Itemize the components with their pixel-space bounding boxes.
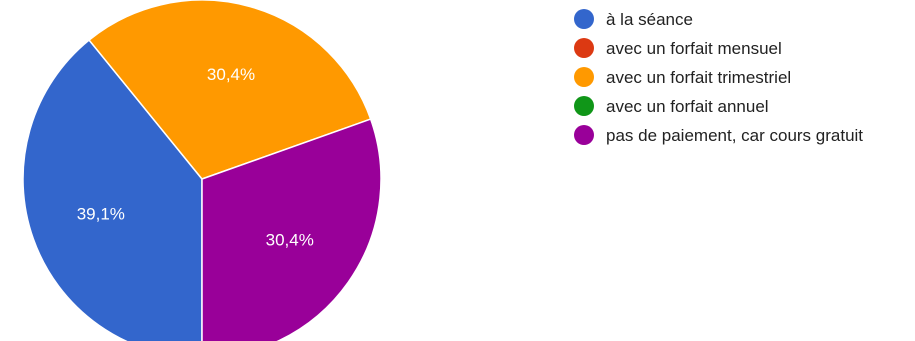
pie-slice-label-0: 39,1% [77,204,125,223]
legend-label: avec un forfait annuel [606,97,769,116]
pie-slice-label-2: 30,4% [207,65,255,84]
pie-slice-4[interactable] [201,118,382,341]
legend-swatch-blue-icon [574,9,594,29]
legend-item-forfait-trimestriel[interactable]: avec un forfait trimestriel [574,66,904,89]
pie-slice-0[interactable] [22,39,203,341]
legend-item-cours-gratuit[interactable]: pas de paiement, car cours gratuit [574,124,904,147]
legend-swatch-orange-icon [574,67,594,87]
pie-slice-2[interactable] [88,0,372,180]
legend-label: avec un forfait trimestriel [606,68,792,87]
legend-swatch-red-icon [574,38,594,58]
legend-item-a-la-seance[interactable]: à la séance [574,8,904,31]
legend-label: pas de paiement, car cours gratuit [606,126,864,145]
legend-item-forfait-mensuel[interactable]: avec un forfait mensuel [574,37,904,60]
legend-swatch-purple-icon [574,125,594,145]
pie-slice-label-4: 30,4% [266,230,314,249]
legend-label: à la séance [606,10,693,29]
pie-chart: 39,1% 30,4% 30,4% [22,0,382,341]
legend-swatch-green-icon [574,96,594,116]
pie-slices [22,0,382,341]
pie-labels: 39,1% 30,4% 30,4% [77,65,314,249]
legend-item-forfait-annuel[interactable]: avec un forfait annuel [574,95,904,118]
legend-label: avec un forfait mensuel [606,39,782,58]
legend: à la séance avec un forfait mensuel avec… [574,8,904,153]
